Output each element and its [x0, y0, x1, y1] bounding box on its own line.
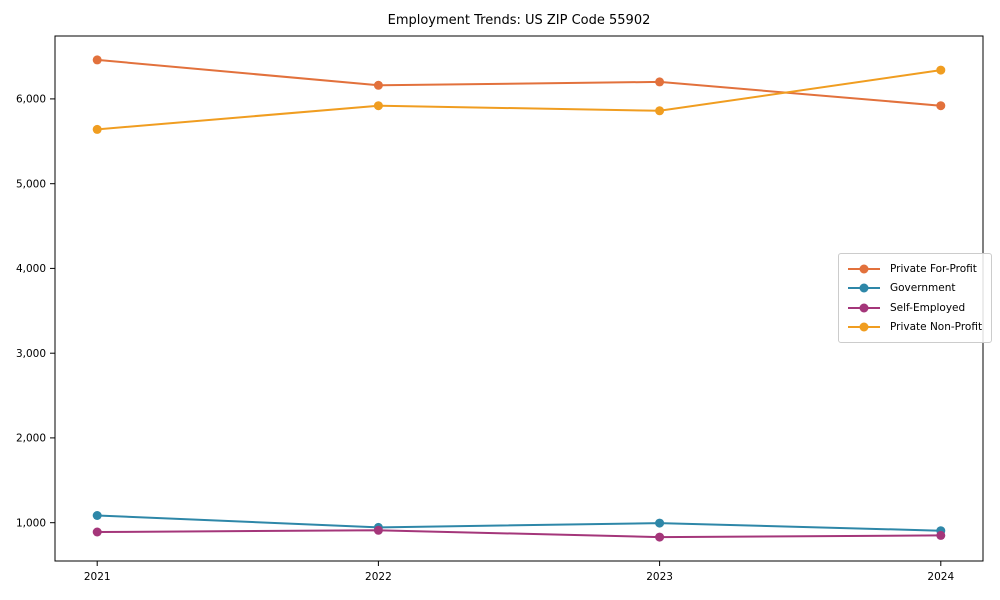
data-point-private-for-profit	[936, 101, 946, 111]
data-point-self-employed	[92, 527, 102, 537]
series-line-private-non-profit	[96, 69, 942, 131]
legend-line-marker-icon	[848, 303, 880, 313]
legend-item-private-non-profit: Private Non-Profit	[846, 318, 982, 338]
data-point-government	[655, 518, 665, 528]
legend-label: Government	[890, 282, 956, 295]
legend-line-marker-icon	[848, 283, 880, 293]
data-point-private-non-profit	[936, 65, 946, 75]
chart-title: Employment Trends: US ZIP Code 55902	[387, 13, 651, 28]
data-point-self-employed	[373, 525, 383, 535]
series-line-government	[96, 514, 942, 532]
y-tick-label: 5,000	[16, 178, 46, 190]
data-point-private-for-profit	[92, 55, 102, 65]
legend-line-marker-icon	[848, 322, 880, 332]
data-point-private-non-profit	[655, 106, 665, 116]
x-tick-label: 2024	[927, 571, 954, 583]
series-line-self-employed	[96, 529, 942, 539]
legend-label: Private Non-Profit	[890, 321, 983, 334]
legend: Private For-Profit Government Self-Emplo…	[838, 253, 993, 343]
x-tick-label: 2021	[84, 571, 111, 583]
y-tick-label: 3,000	[16, 348, 46, 360]
y-tick-label: 1,000	[16, 517, 46, 529]
x-tick-label: 2022	[365, 571, 392, 583]
data-point-private-non-profit	[373, 101, 383, 111]
x-tick-label: 2023	[646, 571, 673, 583]
legend-line-marker-icon	[848, 264, 880, 274]
legend-label: Self-Employed	[890, 301, 966, 314]
legend-item-private-for-profit: Private For-Profit	[846, 259, 982, 279]
data-point-private-non-profit	[92, 124, 102, 134]
data-point-self-employed	[936, 530, 946, 540]
legend-item-government: Government	[846, 279, 982, 299]
y-tick-label: 6,000	[16, 94, 46, 106]
series-line-private-for-profit	[96, 58, 942, 107]
data-point-government	[92, 511, 102, 520]
legend-item-self-employed: Self-Employed	[846, 298, 982, 318]
data-point-private-for-profit	[655, 77, 665, 87]
y-tick-label: 2,000	[16, 433, 46, 445]
data-point-private-for-profit	[373, 80, 383, 90]
data-point-self-employed	[655, 532, 665, 542]
legend-label: Private For-Profit	[890, 262, 977, 275]
y-tick-label: 4,000	[16, 263, 46, 275]
